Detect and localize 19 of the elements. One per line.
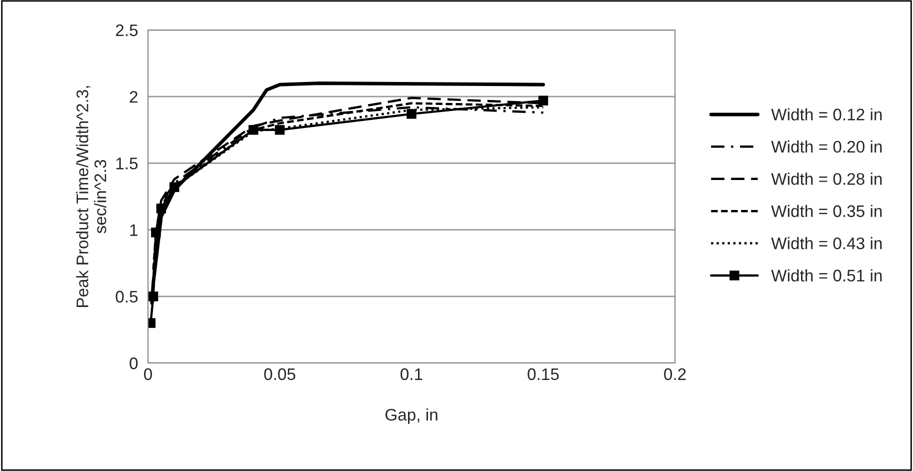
y-tick-label: 1 <box>130 224 138 236</box>
legend-label: Width = 0.51 in <box>771 269 882 282</box>
x-tick-label: 0.05 <box>264 368 296 380</box>
x-tick-label: 0.2 <box>664 368 686 380</box>
x-axis-title: Gap, in <box>385 408 438 424</box>
y-tick-label: 2.5 <box>116 24 138 36</box>
legend-label: Width = 0.35 in <box>771 204 882 218</box>
legend-label: Width = 0.20 in <box>771 140 882 153</box>
y-tick-label: 0.5 <box>116 290 138 303</box>
legend-label: Width = 0.43 in <box>771 237 882 250</box>
legend-label: Width = 0.28 in <box>771 172 882 185</box>
x-tick-label: 0 <box>144 368 152 380</box>
y-tick-label: 2 <box>130 91 138 103</box>
y-tick-label: 1.5 <box>116 158 138 170</box>
legend-label: Width = 0.12 in <box>771 108 882 120</box>
y-tick-label: 0 <box>130 357 138 370</box>
x-tick-label: 0.15 <box>528 368 559 380</box>
y-axis-title: Peak Product Time/Width^2.3, sec/in^2.3 <box>76 86 106 307</box>
x-tick-label: 0.1 <box>400 368 422 380</box>
